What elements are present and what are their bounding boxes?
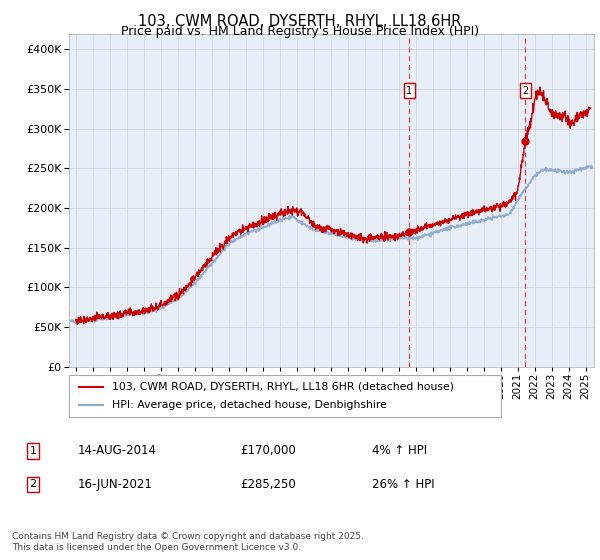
- FancyBboxPatch shape: [69, 375, 501, 417]
- Text: 1: 1: [406, 86, 412, 96]
- Text: 103, CWM ROAD, DYSERTH, RHYL, LL18 6HR: 103, CWM ROAD, DYSERTH, RHYL, LL18 6HR: [139, 14, 461, 29]
- Text: HPI: Average price, detached house, Denbighshire: HPI: Average price, detached house, Denb…: [112, 400, 387, 410]
- Text: 1: 1: [29, 446, 37, 456]
- Text: 16-JUN-2021: 16-JUN-2021: [78, 478, 153, 491]
- Text: 26% ↑ HPI: 26% ↑ HPI: [372, 478, 434, 491]
- Text: 4% ↑ HPI: 4% ↑ HPI: [372, 444, 427, 458]
- Text: 14-AUG-2014: 14-AUG-2014: [78, 444, 157, 458]
- Text: 2: 2: [522, 86, 529, 96]
- Text: £285,250: £285,250: [240, 478, 296, 491]
- Text: 103, CWM ROAD, DYSERTH, RHYL, LL18 6HR (detached house): 103, CWM ROAD, DYSERTH, RHYL, LL18 6HR (…: [112, 382, 454, 392]
- Text: Contains HM Land Registry data © Crown copyright and database right 2025.
This d: Contains HM Land Registry data © Crown c…: [12, 532, 364, 552]
- Text: £170,000: £170,000: [240, 444, 296, 458]
- Text: 2: 2: [29, 479, 37, 489]
- Text: Price paid vs. HM Land Registry's House Price Index (HPI): Price paid vs. HM Land Registry's House …: [121, 25, 479, 38]
